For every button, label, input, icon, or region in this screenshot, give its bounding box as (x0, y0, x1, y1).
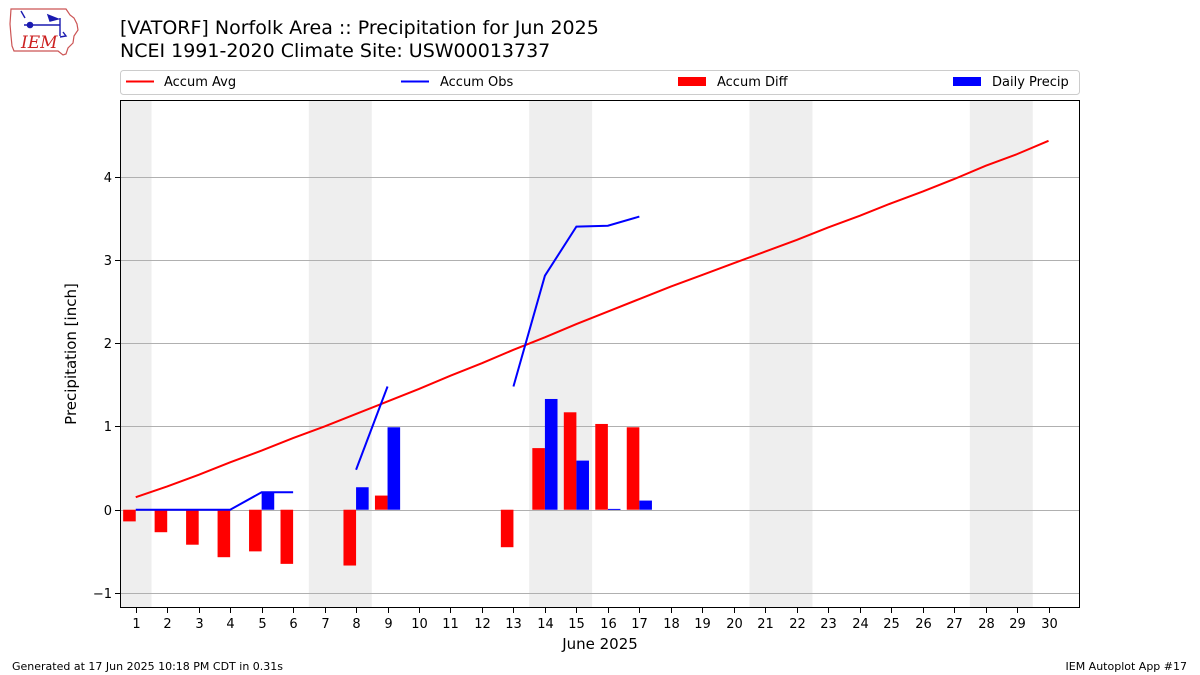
accum-diff-bar (217, 509, 231, 558)
legend-label-accum-diff: Accum Diff (717, 75, 789, 90)
x-tick-label: 28 (978, 617, 995, 632)
x-tick-label: 1 (132, 617, 140, 632)
chart-title: [VATORF] Norfolk Area :: Precipitation f… (120, 17, 599, 39)
x-tick-label: 4 (226, 617, 234, 632)
accum-avg-line (135, 139, 1049, 499)
x-tick-label: 8 (352, 617, 360, 632)
x-tick-label: 23 (820, 617, 837, 632)
accum-diff-bar (123, 509, 136, 522)
accum-diff-bar (154, 509, 168, 533)
bars (123, 398, 652, 566)
daily-precip-bar (607, 508, 621, 510)
daily-precip-bar (576, 460, 589, 510)
accum-obs-line (135, 491, 294, 511)
accum-diff-bar (249, 509, 262, 552)
x-tick-label: 10 (411, 617, 428, 632)
weekend-band (120, 100, 152, 608)
weekend-bands (120, 100, 1033, 608)
accum-diff-bar (595, 423, 608, 510)
accum-diff-bar (626, 427, 640, 510)
legend-label-accum-avg: Accum Avg (164, 75, 236, 90)
gridlines (120, 177, 1080, 594)
y-tick-label: 2 (104, 337, 112, 352)
y-tick-label: 0 (104, 504, 112, 519)
daily-precip-bar (261, 492, 275, 510)
weekend-band (308, 100, 372, 608)
x-tick-label: 2 (163, 617, 171, 632)
legend-swatch-daily-precip (953, 77, 981, 86)
y-axis-label: Precipitation [inch] (62, 283, 80, 425)
x-tick-label: 11 (442, 617, 459, 632)
legend-frame (120, 70, 1080, 95)
x-tick-label: 14 (537, 617, 554, 632)
accum-diff-bar (500, 509, 514, 548)
x-tick-label: 9 (384, 617, 392, 632)
x-tick-label: 29 (1009, 617, 1026, 632)
generated-timestamp: Generated at 17 Jun 2025 10:18 PM CDT in… (12, 660, 284, 673)
x-tick-label: 24 (852, 617, 869, 632)
accum-diff-bar (280, 509, 294, 564)
legend-label-accum-obs: Accum Obs (440, 75, 513, 90)
x-tick-label: 5 (258, 617, 266, 632)
legend-label-daily-precip: Daily Precip (992, 75, 1069, 90)
accum-obs-line (355, 386, 389, 471)
weekend-band (529, 100, 593, 608)
plot-frame (120, 100, 1080, 608)
y-tick-label: 3 (104, 254, 112, 269)
iem-logo-text: IEM (20, 33, 58, 53)
x-tick-label: 15 (568, 617, 585, 632)
x-axis-label: June 2025 (561, 635, 638, 653)
x-tick-label: 12 (474, 617, 491, 632)
iowa-state-outline-icon (9, 8, 79, 56)
x-tick-label: 21 (757, 617, 774, 632)
daily-precip-bar (544, 398, 558, 510)
accum-obs-line (512, 215, 640, 387)
legend: Accum Avg Accum Obs Accum Diff Daily Pre… (120, 70, 1080, 95)
x-tick-label: 19 (694, 617, 711, 632)
chart-subtitle: NCEI 1991-2020 Climate Site: USW00013737 (120, 40, 551, 62)
x-tick-label: 6 (289, 617, 297, 632)
y-tick-label: −1 (93, 587, 112, 602)
accum-diff-bar (374, 495, 388, 510)
y-tick-label: 1 (104, 420, 112, 435)
weather-station-icon (20, 10, 68, 38)
accum-diff-bar (343, 509, 357, 566)
legend-swatch-accum-diff (678, 77, 706, 86)
iem-logo: IEM (9, 8, 79, 56)
daily-precip-bar (639, 500, 652, 510)
app-credit: IEM Autoplot App #17 (1065, 660, 1188, 673)
x-tick-label: 17 (631, 617, 648, 632)
accum-diff-bar (532, 448, 545, 510)
daily-precip-bar (387, 427, 401, 510)
x-tick-label: 3 (195, 617, 203, 632)
weekend-band (969, 100, 1033, 608)
x-tick-label: 13 (505, 617, 522, 632)
x-tick-label: 25 (883, 617, 900, 632)
x-tick-label: 27 (946, 617, 963, 632)
weekend-band (749, 100, 813, 608)
accum-diff-bar (563, 412, 577, 510)
x-tick-label: 7 (321, 617, 329, 632)
x-tick-label: 22 (789, 617, 806, 632)
y-tick-label: 4 (104, 171, 112, 186)
lines (135, 139, 1049, 511)
daily-precip-bar (356, 487, 369, 510)
x-tick-label: 30 (1041, 617, 1058, 632)
x-tick-label: 16 (600, 617, 617, 632)
x-tick-label: 20 (726, 617, 743, 632)
accum-diff-bar (186, 509, 199, 545)
x-tick-label: 26 (915, 617, 932, 632)
x-tick-label: 18 (663, 617, 680, 632)
